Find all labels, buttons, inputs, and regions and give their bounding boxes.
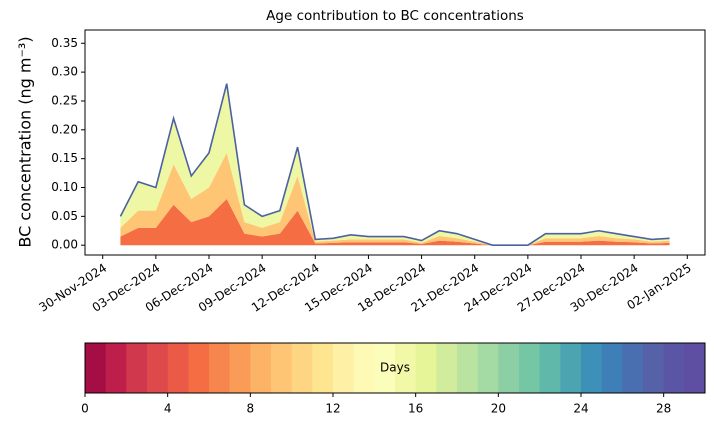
colorbar-cell [519, 343, 541, 393]
colorbar-cell [601, 343, 623, 393]
colorbar-tick-label: 0 [81, 402, 89, 416]
colorbar-tick-label: 8 [247, 402, 255, 416]
colorbar-cell [395, 343, 417, 393]
colorbar-cell [126, 343, 148, 393]
colorbar-cell [271, 343, 293, 393]
colorbar-cell [477, 343, 499, 393]
y-tick-label: 0.20 [51, 122, 78, 136]
y-tick-label: 0.15 [51, 151, 78, 165]
colorbar-tick-label: 20 [491, 402, 506, 416]
colorbar-cell [581, 343, 603, 393]
area [120, 83, 670, 246]
colorbar-cell [250, 343, 272, 393]
colorbar-tick-label: 12 [325, 402, 340, 416]
y-tick-label: 0.35 [51, 36, 78, 50]
colorbar-tick-label: 4 [164, 402, 172, 416]
y-tick-label: 0.00 [51, 238, 78, 252]
colorbar-cell [663, 343, 685, 393]
chart-title: Age contribution to BC concentrations [266, 8, 524, 24]
colorbar-cell [229, 343, 251, 393]
colorbar-tick-label: 16 [408, 402, 423, 416]
colorbar-cell [312, 343, 334, 393]
total-line [119, 83, 670, 246]
colorbar-cell [188, 343, 210, 393]
area [120, 199, 670, 246]
colorbar-cell [167, 343, 189, 393]
colorbar-cell [105, 343, 127, 393]
y-axis-label: BC concentration (ng m⁻³) [16, 36, 35, 247]
colorbar-cell [436, 343, 458, 393]
colorbar-cell [374, 343, 396, 393]
colorbar-cell [498, 343, 520, 393]
colorbar-cell [333, 343, 355, 393]
colorbar-cell [147, 343, 169, 393]
colorbar-label: Days [380, 361, 410, 375]
y-tick-label: 0.05 [51, 209, 78, 223]
plot-frame [84, 29, 706, 256]
y-tick-label: 0.30 [51, 65, 78, 79]
colorbar-tick-label: 28 [656, 402, 671, 416]
colorbar-cell [415, 343, 437, 393]
colorbar-cell [560, 343, 582, 393]
y-tick-label: 0.25 [51, 93, 78, 107]
colorbar-cell [457, 343, 479, 393]
colorbar-frame [84, 342, 706, 394]
y-tick-label: 0.10 [51, 180, 78, 194]
colorbar-cell [353, 343, 375, 393]
colorbar-cell [684, 343, 706, 393]
colorbar-cell [643, 343, 665, 393]
colorbar-cell [85, 343, 107, 393]
colorbar-cell [209, 343, 231, 393]
colorbar-cell [539, 343, 561, 393]
colorbar-cell [622, 343, 644, 393]
colorbar-tick-label: 24 [573, 402, 588, 416]
colorbar-cell [291, 343, 313, 393]
area [120, 152, 670, 246]
